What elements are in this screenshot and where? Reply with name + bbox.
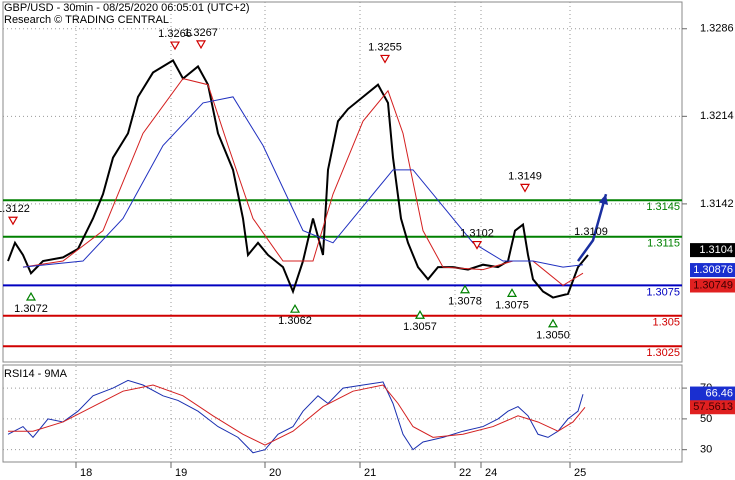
series-line — [22, 78, 584, 286]
x-tick-label: 22 — [459, 467, 471, 479]
annotation-label: 1.3267 — [184, 27, 218, 39]
low-marker — [459, 284, 471, 294]
x-tick-label: 24 — [485, 467, 497, 479]
y-tick-label: 1.3214 — [700, 110, 734, 122]
arrow-head — [598, 194, 608, 205]
level-label: 1.3025 — [646, 347, 680, 359]
annotation-label: 1.3109 — [574, 226, 608, 238]
annotation-label: 1.3062 — [278, 315, 312, 327]
annotation-label: 1.3122 — [0, 203, 30, 215]
level-label: 1.305 — [652, 317, 680, 329]
high-marker — [195, 40, 207, 50]
x-tick-label: 20 — [269, 467, 281, 479]
price-tag-label: 1.30749 — [693, 279, 733, 291]
rsi-title: RSI14 - 9MA — [4, 368, 68, 380]
low-marker — [506, 288, 518, 297]
y-tick-label: 1.3142 — [700, 198, 734, 210]
high-marker — [379, 54, 391, 64]
low-marker — [289, 303, 301, 313]
annotation-label: 1.3075 — [495, 299, 529, 311]
price-panel — [2, 1, 683, 363]
annotation-label: 1.3102 — [460, 227, 494, 239]
series-line — [576, 193, 608, 262]
annotation-label: 1.3266 — [158, 28, 192, 40]
x-tick-label: 19 — [175, 467, 187, 479]
high-marker — [7, 216, 19, 226]
x-tick-label: 21 — [364, 467, 376, 479]
annotation-label: 1.3255 — [368, 41, 402, 53]
annotation-label: 1.3057 — [403, 321, 437, 333]
annotation-label: 1.3050 — [536, 330, 570, 342]
price-tag-label: 1.30876 — [693, 264, 733, 276]
price-tag-label: 1.3104 — [699, 244, 733, 256]
level-label: 1.3115 — [647, 238, 680, 250]
level-label: 1.3145 — [646, 201, 680, 213]
low-marker — [25, 291, 37, 301]
price-tag — [690, 243, 735, 258]
series-line — [8, 384, 586, 446]
price-tag — [690, 263, 735, 278]
chart-title: GBP/USD - 30min - 08/25/2020 06:05:01 (U… — [4, 2, 249, 14]
low-marker — [547, 318, 559, 328]
price-tag — [690, 278, 735, 293]
price-tag — [690, 400, 735, 415]
y-tick-label: 50 — [700, 413, 712, 425]
annotation-label: 1.3078 — [448, 296, 482, 308]
series-line — [22, 96, 584, 268]
x-tick-label: 25 — [574, 467, 586, 479]
y-tick-label: 30 — [700, 444, 712, 456]
y-tick-label: 1.3286 — [700, 23, 734, 35]
chart-subtitle: Research © TRADING CENTRAL — [4, 14, 169, 26]
price-tag-label: 57.5613 — [693, 401, 733, 413]
price-tag-label: 66.46 — [705, 387, 733, 399]
high-marker — [471, 240, 483, 250]
low-marker — [414, 310, 426, 319]
price-tag — [690, 386, 735, 401]
annotation-label: 1.3072 — [14, 303, 48, 315]
series-line — [7, 379, 584, 454]
high-marker — [169, 41, 181, 51]
annotation-label: 1.3149 — [508, 170, 542, 182]
x-tick-label: 18 — [80, 467, 92, 479]
high-marker — [519, 183, 531, 193]
level-label: 1.3075 — [646, 286, 680, 298]
